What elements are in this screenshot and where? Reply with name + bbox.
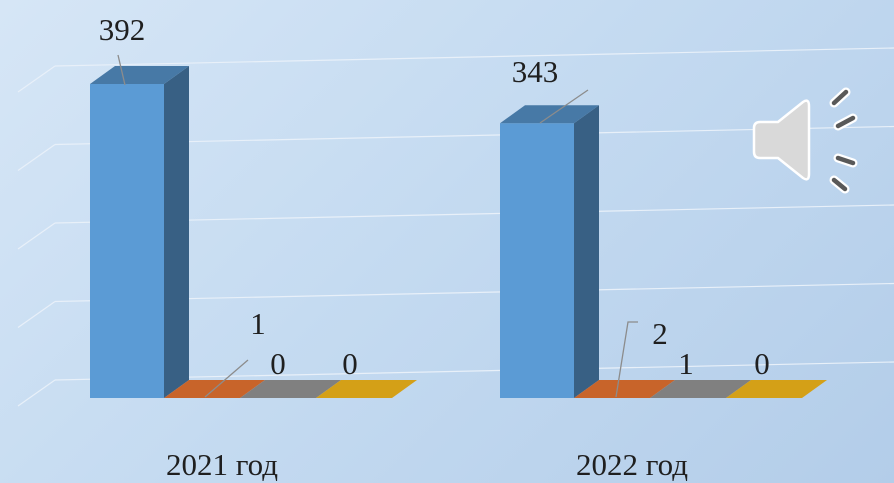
gridline (54, 361, 894, 381)
gridline-side (17, 301, 56, 328)
bar-side-1-0 (574, 105, 599, 398)
data-label: 0 (270, 346, 286, 381)
data-label: 343 (512, 54, 559, 89)
leader-line (117, 54, 126, 86)
data-label: 1 (678, 346, 694, 381)
data-label: 0 (342, 346, 358, 381)
gridline (54, 47, 894, 67)
bar-0-3 (316, 380, 417, 398)
bar-0-2 (240, 380, 341, 398)
leader-line (539, 89, 589, 124)
gridline-side (17, 144, 56, 171)
leader-line (204, 359, 249, 398)
leader-line (615, 321, 638, 398)
bar-top-0-0 (90, 66, 189, 84)
data-label: 0 (754, 346, 770, 381)
gridline-side (17, 379, 56, 407)
bar-1-3 (726, 380, 827, 398)
bar-side-0-0 (164, 66, 189, 398)
bar-1-0 (500, 123, 574, 398)
gridline-side (17, 222, 56, 250)
category-label: 2021 год (166, 447, 278, 482)
bar-top-1-0 (500, 105, 599, 124)
category-label: 2022 год (576, 447, 688, 482)
data-label: 2 (652, 316, 668, 351)
bar-1-1 (574, 380, 675, 398)
data-label: 1 (250, 306, 266, 341)
bar-0-0 (90, 84, 164, 398)
bar-1-2 (650, 380, 751, 398)
gridline-side (17, 65, 56, 93)
data-label: 392 (99, 12, 146, 47)
gridline (54, 204, 894, 224)
gridline (54, 282, 894, 303)
